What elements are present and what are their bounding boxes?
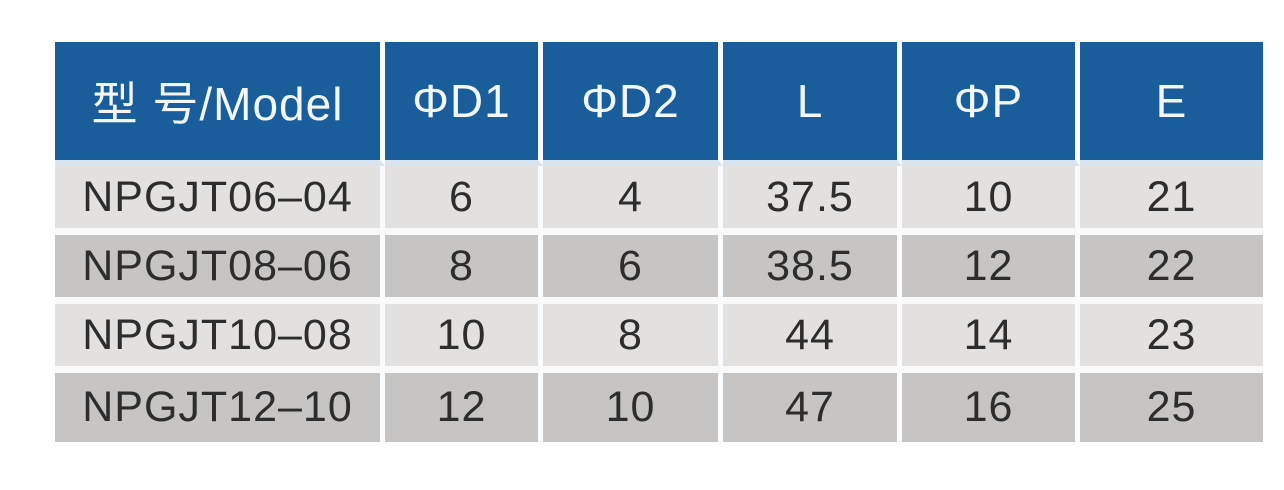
cell-d2: 8 — [543, 304, 723, 373]
header-cell-model: 型 号/Model — [55, 42, 385, 166]
cell-l: 47 — [723, 373, 902, 442]
header-cell-d1: ΦD1 — [385, 42, 543, 166]
cell-e: 21 — [1080, 166, 1263, 235]
cell-e: 23 — [1080, 304, 1263, 373]
cell-model: NPGJT10–08 — [55, 304, 385, 373]
cell-model: NPGJT12–10 — [55, 373, 385, 442]
header-cell-e: E — [1080, 42, 1263, 166]
cell-d1: 12 — [385, 373, 543, 442]
model-spec-table: 型 号/Model ΦD1 ΦD2 L ΦP E NPGJT06–04 6 4 … — [55, 42, 1263, 442]
cell-model: NPGJT08–06 — [55, 235, 385, 304]
cell-p: 14 — [902, 304, 1080, 373]
cell-l: 37.5 — [723, 166, 902, 235]
cell-d1: 8 — [385, 235, 543, 304]
spec-table-container: 型 号/Model ΦD1 ΦD2 L ΦP E NPGJT06–04 6 4 … — [55, 42, 1263, 442]
cell-p: 16 — [902, 373, 1080, 442]
header-cell-p: ΦP — [902, 42, 1080, 166]
cell-d1: 6 — [385, 166, 543, 235]
cell-e: 22 — [1080, 235, 1263, 304]
cell-d2: 10 — [543, 373, 723, 442]
cell-e: 25 — [1080, 373, 1263, 442]
cell-d2: 6 — [543, 235, 723, 304]
header-cell-d2: ΦD2 — [543, 42, 723, 166]
table-body: NPGJT06–04 6 4 37.5 10 21 NPGJT08–06 8 6… — [55, 166, 1263, 442]
table-row: NPGJT08–06 8 6 38.5 12 22 — [55, 235, 1263, 304]
table-row: NPGJT06–04 6 4 37.5 10 21 — [55, 166, 1263, 235]
table-row: NPGJT12–10 12 10 47 16 25 — [55, 373, 1263, 442]
cell-model: NPGJT06–04 — [55, 166, 385, 235]
cell-p: 10 — [902, 166, 1080, 235]
cell-d2: 4 — [543, 166, 723, 235]
cell-d1: 10 — [385, 304, 543, 373]
cell-l: 44 — [723, 304, 902, 373]
cell-l: 38.5 — [723, 235, 902, 304]
cell-p: 12 — [902, 235, 1080, 304]
header-row: 型 号/Model ΦD1 ΦD2 L ΦP E — [55, 42, 1263, 166]
header-cell-l: L — [723, 42, 902, 166]
table-header: 型 号/Model ΦD1 ΦD2 L ΦP E — [55, 42, 1263, 166]
table-row: NPGJT10–08 10 8 44 14 23 — [55, 304, 1263, 373]
